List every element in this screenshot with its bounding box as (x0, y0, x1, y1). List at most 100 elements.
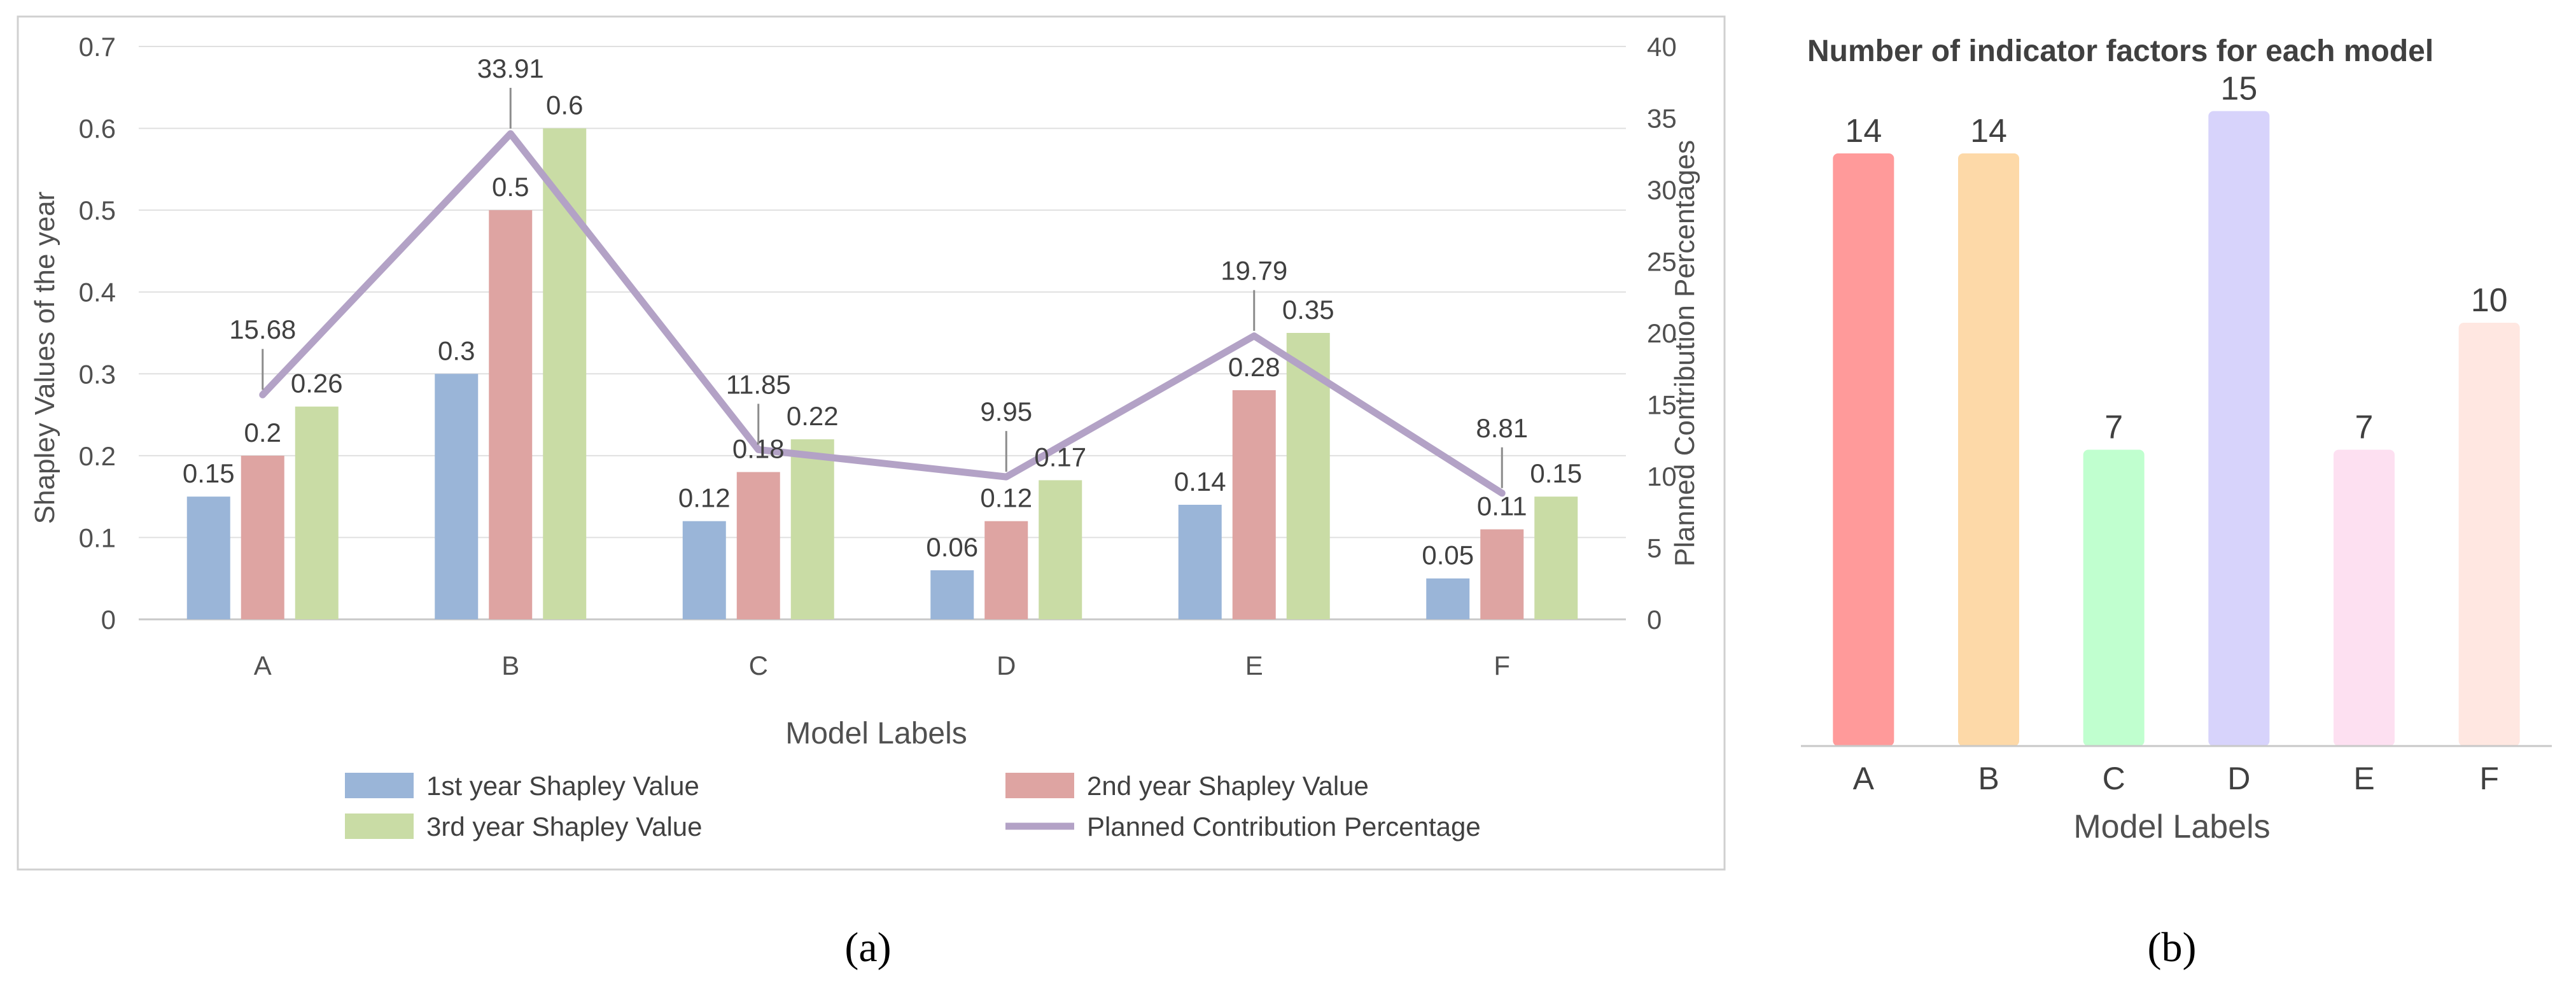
chart-a-bar-label: 0.11 (1477, 491, 1527, 521)
chart-b-bar (1958, 153, 2019, 746)
chart-a-bar (186, 496, 230, 619)
chart-a-bar-label: 0.12 (980, 483, 1032, 513)
chart-b-bars (1833, 111, 2520, 746)
chart-a-category-labels: A B C D E F (254, 651, 1510, 680)
chart-a-bar (295, 406, 339, 619)
chart-a-y2-tick-label: 5 (1647, 533, 1662, 563)
chart-a-y-tick-label: 0.3 (79, 359, 116, 389)
chart-a-bar (984, 521, 1028, 619)
chart-a-category-label: F (1494, 651, 1510, 680)
chart-a-bar (1232, 390, 1276, 619)
chart-a-y-tick-label: 0.1 (79, 523, 116, 553)
chart-a-y-tick-label: 0.2 (79, 441, 116, 471)
chart-a-bar (489, 210, 533, 620)
chart-b-category-labels: A B C D E F (1853, 761, 2499, 796)
chart-a-bar-label: 0.15 (183, 458, 235, 488)
chart-a-bar-label: 0.5 (492, 172, 529, 202)
chart-a-bar (241, 455, 284, 619)
chart-a-y-axis-title: Shapley Values of the year (29, 192, 60, 525)
chart-a-legend-swatch (345, 773, 414, 798)
chart-a-bar (543, 128, 587, 620)
chart-a-legend-label: 2nd year Shapley Value (1087, 771, 1369, 801)
chart-a-bar (1178, 505, 1222, 619)
chart-a-bar-label: 0.12 (678, 483, 731, 513)
chart-a-left-axis-ticks: 0 0.1 0.2 0.3 0.4 0.5 0.6 0.7 (79, 32, 116, 635)
chart-b-bar-label: 15 (2220, 71, 2257, 108)
chart-a: 0.150.30.120.060.140.050.20.50.180.120.2… (29, 32, 1700, 842)
chart-a-y2-axis-title: Planned Contribution Percentages (1669, 140, 1700, 567)
chart-a-bar (930, 570, 974, 619)
chart-a-bar (790, 439, 834, 619)
chart-a-bars (186, 128, 1578, 620)
chart-a-bar-label: 0.14 (1174, 467, 1226, 496)
chart-a-x-axis-title: Model Labels (785, 717, 967, 750)
chart-a-bar (435, 374, 479, 619)
chart-a-line-label: 9.95 (980, 397, 1032, 426)
chart-b-bar (2458, 323, 2520, 746)
chart-b-bar-label: 14 (1845, 113, 1882, 150)
chart-a-y2-tick-label: 15 (1647, 390, 1677, 420)
chart-a-legend-label: 3rd year Shapley Value (426, 812, 703, 842)
chart-b-data-labels: 14 14 7 15 7 10 (1845, 71, 2507, 446)
chart-a-bar-label: 0.26 (291, 369, 343, 398)
chart-a-y-tick-label: 0.5 (79, 195, 116, 225)
chart-a-right-axis-ticks: 0 5 10 15 20 25 30 35 40 (1647, 32, 1677, 635)
chart-a-bar (682, 521, 726, 619)
chart-b-category-label: A (1853, 761, 1875, 796)
chart-a-y2-tick-label: 35 (1647, 104, 1677, 134)
chart-a-bar-label: 0.6 (546, 90, 583, 120)
chart-a-bar-label: 0.3 (438, 335, 475, 365)
chart-b-category-label: B (1978, 761, 1999, 796)
chart-a-line-series (259, 130, 1506, 497)
chart-a-bar (1426, 578, 1470, 619)
chart-b-bar (2083, 449, 2145, 746)
chart-a-line-label: 11.85 (726, 369, 791, 399)
chart-a-y2-tick-label: 10 (1647, 461, 1677, 491)
chart-a-legend-label: Planned Contribution Percentage (1087, 812, 1481, 842)
chart-a-line-label: 8.81 (1476, 413, 1528, 443)
chart-b-bar (1833, 153, 1894, 746)
chart-a-bar-label: 0.17 (1034, 442, 1086, 472)
chart-a-bar-label: 0.22 (787, 401, 839, 431)
chart-a-bar-label: 0.15 (1530, 458, 1582, 488)
chart-a-y2-tick-label: 20 (1647, 318, 1677, 348)
chart-a-y2-tick-label: 30 (1647, 175, 1677, 205)
chart-a-line-label: 19.79 (1221, 256, 1287, 286)
chart-a-category-label: D (997, 651, 1016, 680)
chart-b-title: Number of indicator factors for each mod… (1807, 34, 2433, 68)
chart-b-bar-label: 7 (2104, 409, 2123, 446)
chart-a-y2-tick-label: 25 (1647, 247, 1677, 277)
chart-a-legend: 1st year Shapley Value 2nd year Shapley V… (345, 771, 1481, 842)
chart-a-legend-swatch (345, 813, 414, 839)
chart-a-contribution-line (259, 130, 1506, 497)
chart-a-y2-tick-label: 0 (1647, 605, 1662, 635)
chart-a-line-label: 15.68 (229, 314, 296, 344)
chart-a-line-label: 33.91 (477, 53, 544, 83)
chart-b-bar (2208, 111, 2270, 746)
chart-a-bar (1480, 529, 1524, 619)
chart-a-bar-label: 0.35 (1282, 295, 1334, 325)
chart-a-y-tick-label: 0 (101, 605, 116, 635)
chart-b: Number of indicator factors for each mod… (1801, 34, 2552, 845)
panel-a-caption: (a) (844, 924, 891, 971)
chart-a-bar-label: 0.2 (244, 418, 281, 447)
chart-a-y-tick-label: 0.7 (79, 32, 116, 62)
chart-b-category-label: D (2227, 761, 2250, 796)
chart-a-y2-tick-label: 40 (1647, 32, 1677, 62)
chart-b-x-axis-title: Model Labels (2073, 808, 2270, 845)
panel-b-caption: (b) (2148, 924, 2197, 971)
chart-a-y-tick-label: 0.6 (79, 114, 116, 144)
chart-b-bar-label: 7 (2355, 409, 2374, 446)
chart-a-category-label: E (1245, 651, 1263, 680)
chart-b-bar-label: 14 (1970, 113, 2007, 150)
chart-a-y-tick-label: 0.4 (79, 278, 116, 307)
chart-b-bar (2334, 449, 2395, 746)
chart-b-category-label: F (2479, 761, 2499, 796)
chart-a-category-label: C (749, 651, 768, 680)
chart-a-bar-label: 0.06 (926, 532, 978, 562)
chart-a-bar-label: 0.28 (1228, 352, 1280, 382)
chart-b-bar-label: 10 (2471, 282, 2508, 319)
chart-b-category-label: E (2353, 761, 2374, 796)
chart-a-gridlines (139, 46, 1626, 621)
